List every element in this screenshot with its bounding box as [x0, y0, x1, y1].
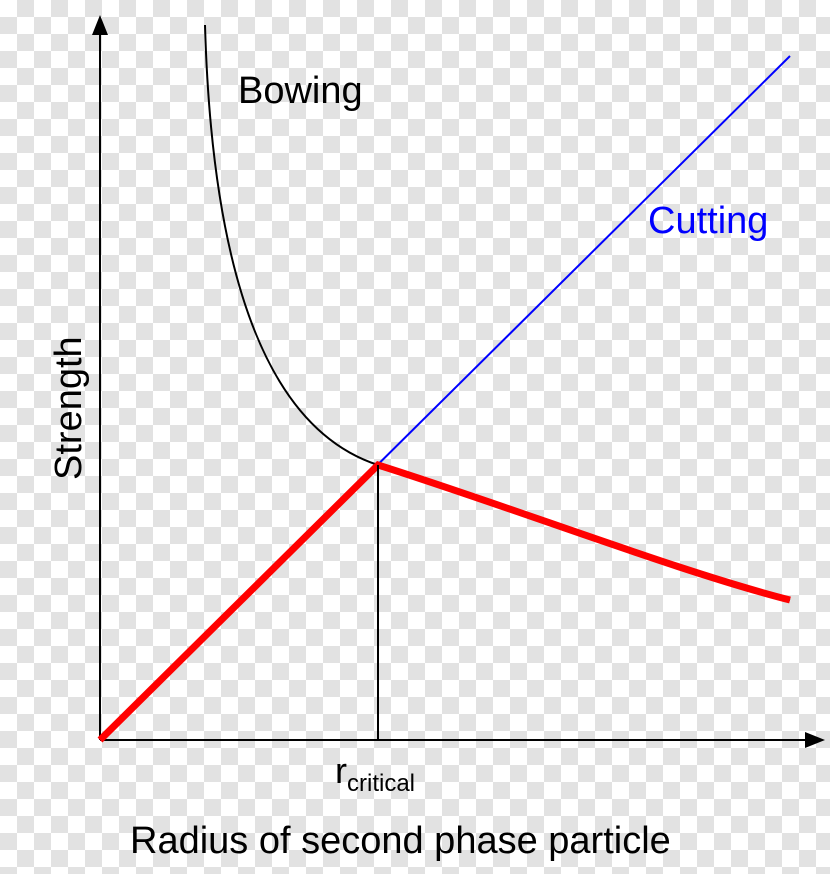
- bowing-label-text: Bowing: [238, 70, 363, 112]
- r-critical-sub: critical: [347, 770, 415, 797]
- x-axis-label: Radius of second phase particle: [130, 820, 671, 863]
- y-axis-label-text: Strength: [48, 336, 90, 480]
- r-critical-label: rcritical: [335, 750, 415, 798]
- x-axis-label-text: Radius of second phase particle: [130, 820, 671, 862]
- r-critical-main: r: [335, 750, 347, 791]
- y-axis-arrow: [92, 15, 108, 35]
- x-axis-arrow: [805, 732, 825, 748]
- strength-envelope: [100, 465, 790, 740]
- bowing-label: Bowing: [238, 70, 363, 113]
- cutting-label-text: Cutting: [648, 200, 768, 242]
- chart-svg: [0, 0, 830, 874]
- y-axis-label: Strength: [48, 336, 91, 480]
- cutting-label: Cutting: [648, 200, 768, 243]
